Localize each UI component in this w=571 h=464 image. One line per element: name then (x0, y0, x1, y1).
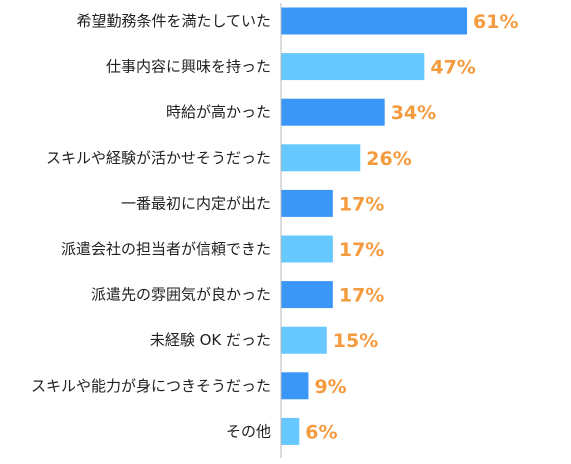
bar-4 (281, 189, 333, 217)
value-label-2: 34% (391, 102, 436, 124)
value-labels-group: 61% 47% 34% 26% 17% 17% 17% 15% 9% 6% (305, 11, 518, 443)
bar-7 (281, 326, 327, 354)
category-label-6: 派遣先の雰囲気が良かった (91, 286, 271, 304)
category-label-9: その他 (226, 422, 271, 440)
bar-8 (281, 372, 309, 400)
bar-6 (281, 281, 333, 309)
category-label-2: 時給が高かった (166, 103, 271, 121)
value-label-0: 61% (473, 11, 518, 33)
bar-2 (281, 98, 385, 126)
value-label-4: 17% (339, 193, 384, 215)
value-label-7: 15% (333, 330, 378, 352)
category-label-0: 希望勤務条件を満たしていた (76, 12, 271, 30)
category-label-3: スキルや経験が活かせそうだった (46, 149, 271, 167)
category-labels-group: 希望勤務条件を満たしていた仕事内容に興味を持った時給が高かったスキルや経験が活か… (31, 12, 271, 440)
value-label-9: 6% (305, 421, 337, 443)
bar-0 (281, 7, 468, 35)
category-label-4: 一番最初に内定が出た (121, 194, 271, 212)
category-label-1: 仕事内容に興味を持った (106, 58, 271, 76)
bar-9 (281, 417, 300, 445)
value-label-8: 9% (314, 376, 346, 398)
value-label-6: 17% (339, 285, 384, 307)
bar-1 (281, 53, 425, 81)
value-label-3: 26% (366, 148, 411, 170)
category-label-7: 未経験 OK だった (150, 331, 271, 349)
bar-3 (281, 144, 361, 172)
value-label-5: 17% (339, 239, 384, 261)
bar-5 (281, 235, 333, 263)
value-label-1: 47% (430, 57, 475, 79)
bars-group (281, 7, 468, 445)
category-label-5: 派遣会社の担当者が信頼できた (61, 240, 271, 258)
category-label-8: スキルや能力が身につきそうだった (31, 377, 271, 395)
